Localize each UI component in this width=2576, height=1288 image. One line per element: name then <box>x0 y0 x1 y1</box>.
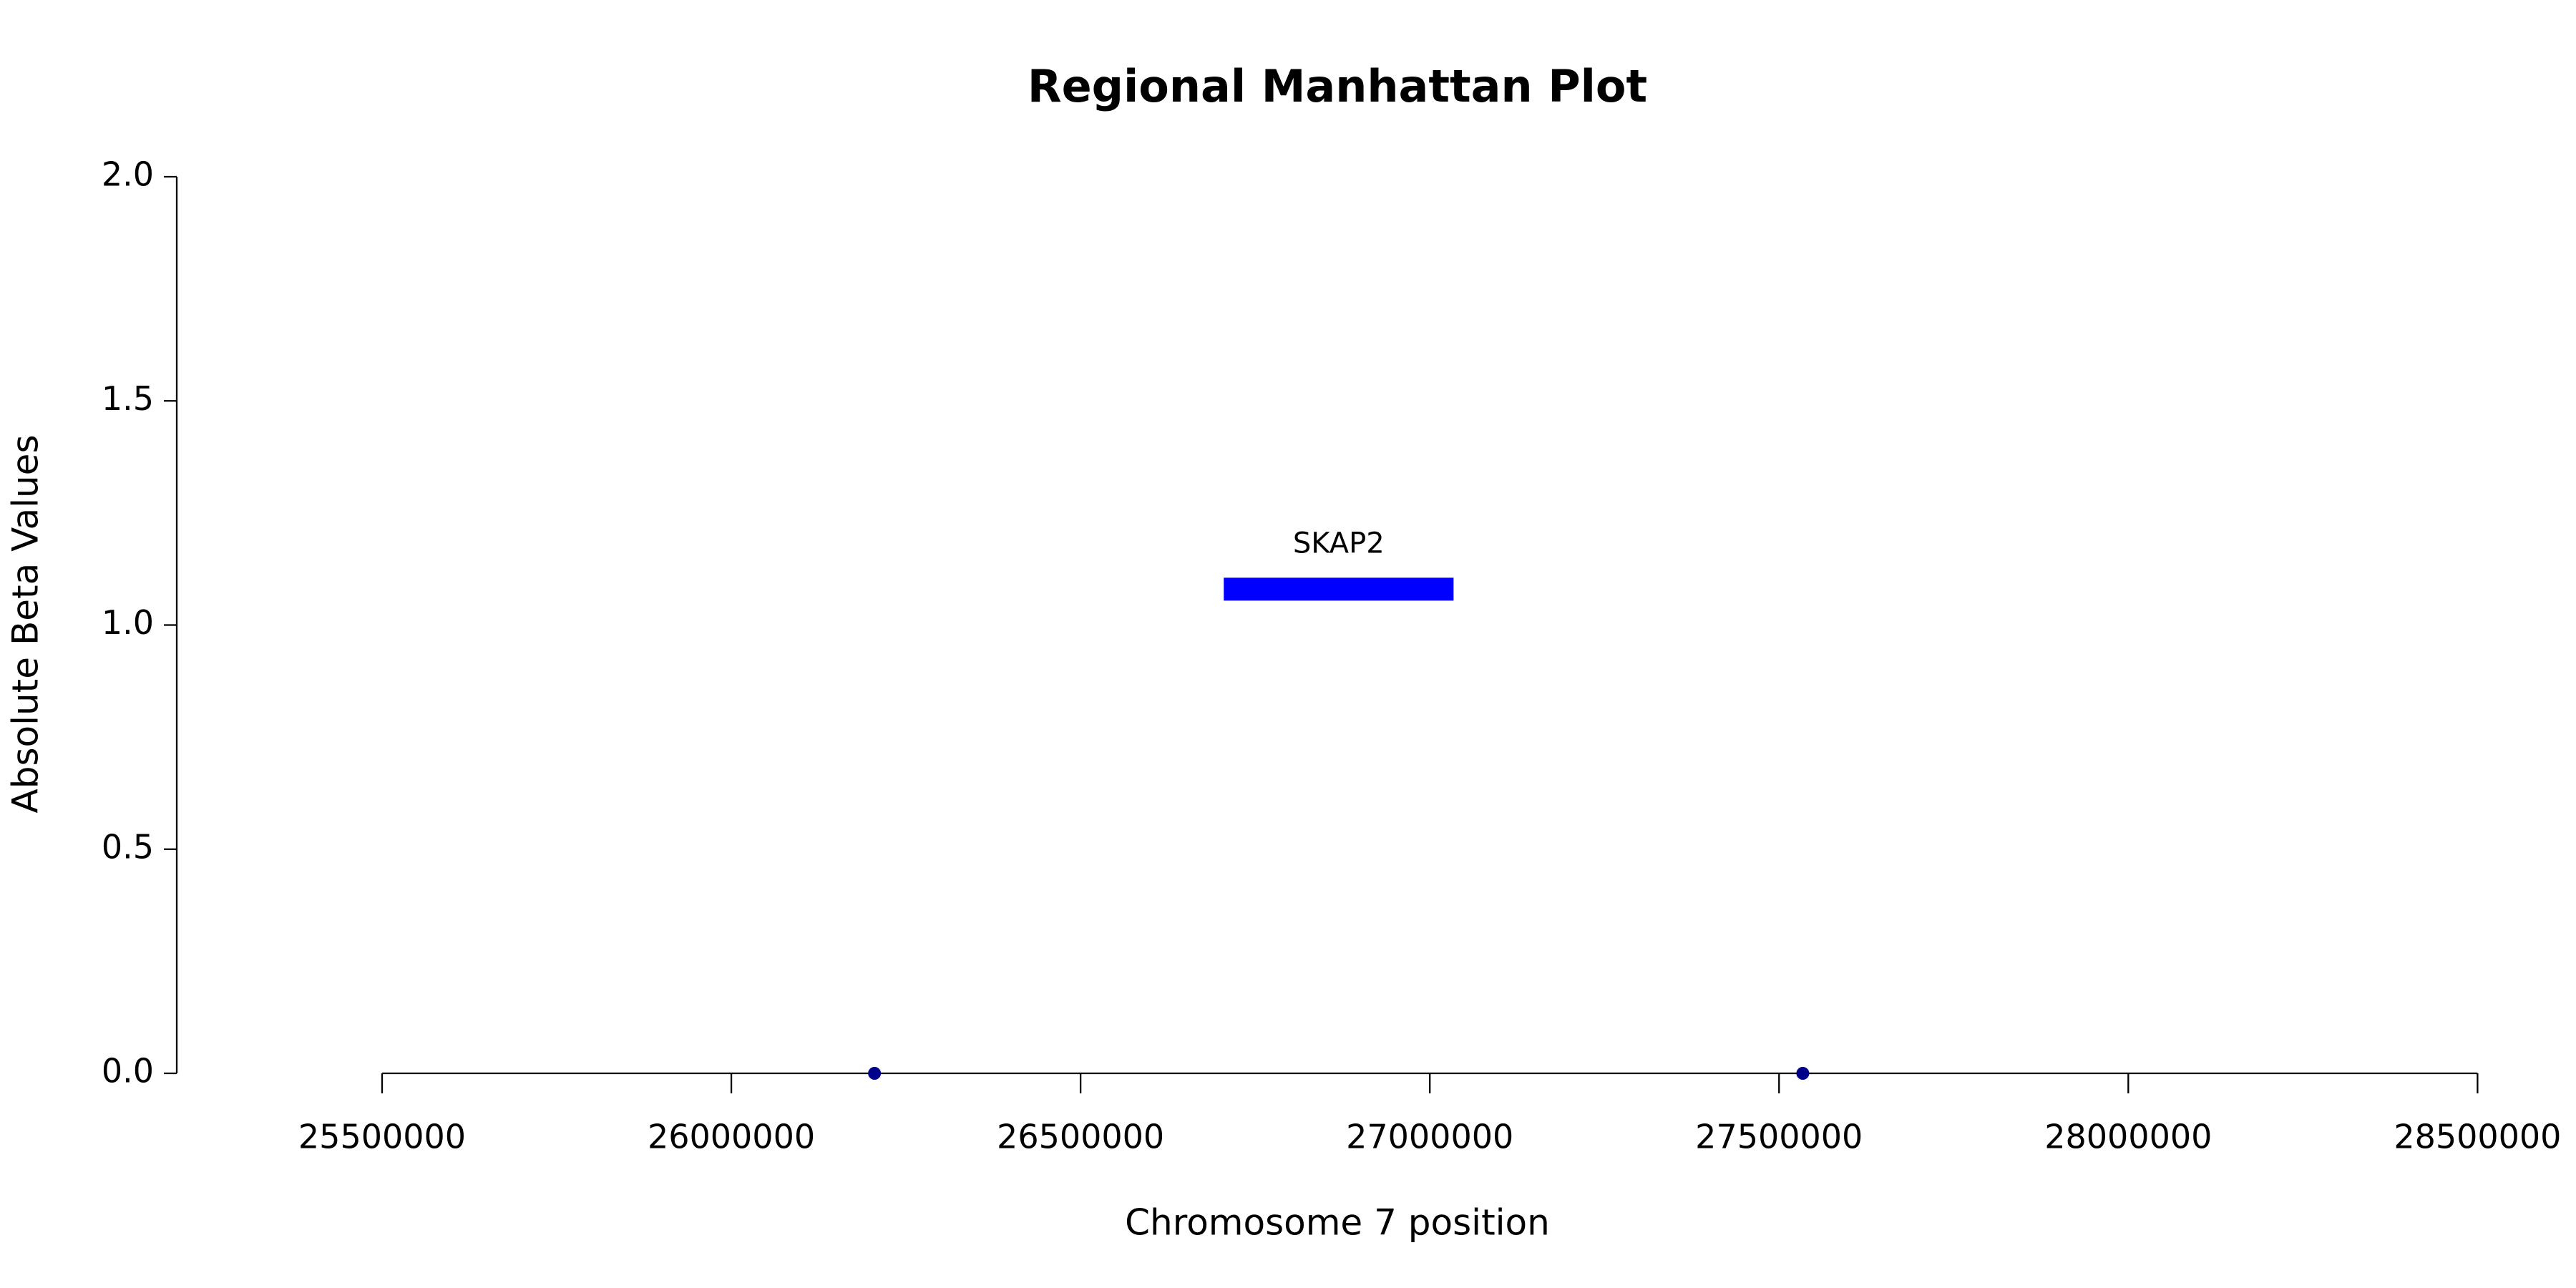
x-tick-label: 27000000 <box>1346 1118 1513 1156</box>
y-axis-label: Absolute Beta Values <box>5 435 47 814</box>
point <box>868 1067 882 1080</box>
x-tick-label: 28500000 <box>2394 1118 2561 1156</box>
gene-label: SKAP2 <box>1293 527 1385 560</box>
x-tick-label: 26000000 <box>648 1118 815 1156</box>
y-tick-label: 1.0 <box>102 603 154 642</box>
point <box>1796 1067 1810 1080</box>
chart-title: Regional Manhattan Plot <box>1028 60 1647 112</box>
x-axis-label: Chromosome 7 position <box>1125 1202 1550 1244</box>
x-tick-label: 27500000 <box>1695 1118 1863 1156</box>
x-tick-label: 26500000 <box>997 1118 1164 1156</box>
y-tick-label: 1.5 <box>102 379 154 418</box>
y-tick-label: 2.0 <box>102 155 154 194</box>
x-tick-label: 25500000 <box>298 1118 466 1156</box>
gene-bar <box>1224 577 1454 601</box>
y-tick-label: 0.5 <box>102 827 154 866</box>
x-tick-label: 28000000 <box>2044 1118 2212 1156</box>
y-tick-label: 0.0 <box>102 1052 154 1091</box>
